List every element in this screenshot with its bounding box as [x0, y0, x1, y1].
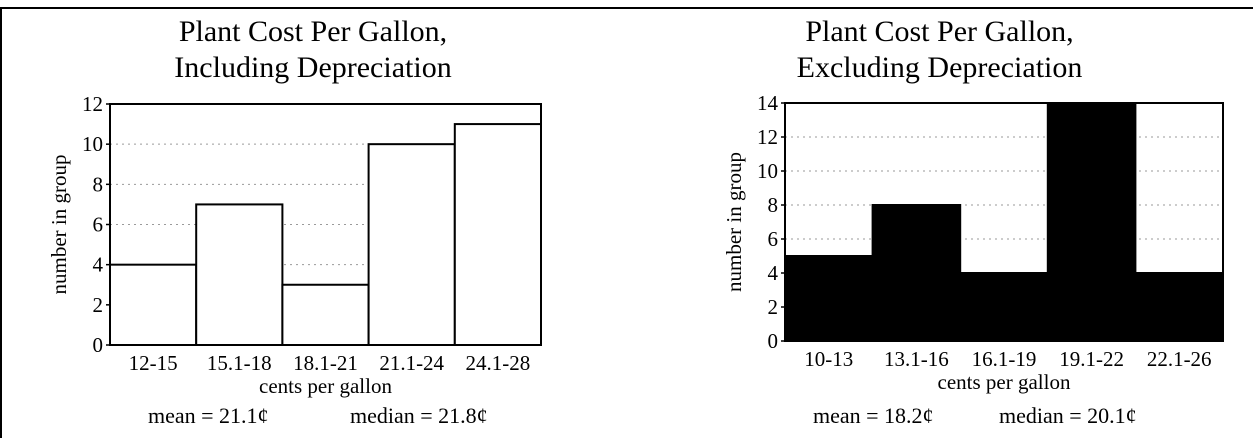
y-tick-label: 12 — [757, 125, 778, 149]
bar-24.1-28 — [453, 123, 542, 347]
bar-21.1-24 — [367, 143, 456, 346]
x-tick-label: 12-15 — [129, 351, 178, 375]
chart-title-line2: Excluding Depreciation — [796, 51, 1083, 84]
chart-title-line2: Including Depreciation — [174, 51, 452, 84]
bar-18.1-21 — [281, 283, 370, 346]
x-tick-label: 10-13 — [804, 347, 853, 371]
y-tick-label: 2 — [93, 293, 104, 317]
y-tick-label: 8 — [93, 172, 104, 196]
y-tick-label: 2 — [768, 295, 779, 319]
plot-area-frame — [784, 102, 1224, 342]
median-text: median = 20.1¢ — [999, 403, 1137, 428]
y-tick-label: 0 — [768, 329, 779, 353]
y-tick-label: 6 — [768, 227, 779, 251]
bar-10-13 — [784, 255, 874, 342]
y-tick-label: 6 — [93, 213, 104, 237]
x-tick-label: 15.1-18 — [207, 351, 272, 375]
y-tick-label: 4 — [768, 261, 779, 285]
y-tick-label: 14 — [757, 91, 779, 115]
y-axis-label: number in group — [722, 152, 746, 292]
chart-panel-including-depreciation: Plant Cost Per Gallon, Including Depreci… — [0, 0, 626, 438]
y-tick-label: 4 — [93, 253, 104, 277]
x-tick-label: 24.1-28 — [466, 351, 531, 375]
x-tick-label: 19.1-22 — [1059, 347, 1124, 371]
bar-chart-including-depreciation: 0 2 4 6 8 10 12 12-15 15.1-18 18.1-21 21.1-24 24.1-… — [47, 92, 542, 398]
x-tick-label: 21.1-24 — [379, 351, 444, 375]
bar-15.1-18 — [195, 203, 284, 346]
figure-frame — [0, 7, 1253, 438]
y-tick-label: 12 — [82, 92, 103, 116]
bar-19.1-22 — [1046, 102, 1137, 342]
y-tick-label: 0 — [93, 333, 104, 357]
y-tick-label: 10 — [82, 132, 103, 156]
bar-16.1-19 — [959, 272, 1049, 342]
x-tick-label: 18.1-21 — [293, 351, 358, 375]
x-tick-label: 22.1-26 — [1147, 347, 1212, 371]
x-axis-label: cents per gallon — [259, 374, 392, 398]
bar-13.1-16 — [871, 204, 962, 342]
bar-22.1-26 — [1134, 272, 1224, 342]
chart-title-line1: Plant Cost Per Gallon, — [805, 15, 1074, 48]
chart-title-line1: Plant Cost Per Gallon, — [178, 15, 448, 48]
chart-panel-excluding-depreciation: Plant Cost Per Gallon, Excluding Depreci… — [626, 0, 1253, 438]
median-text: median = 21.8¢ — [350, 403, 488, 428]
mean-text: mean = 18.2¢ — [813, 403, 934, 428]
mean-text: mean = 21.1¢ — [148, 403, 269, 428]
x-axis-label: cents per gallon — [938, 370, 1071, 394]
x-tick-label: 13.1-16 — [884, 347, 949, 371]
y-axis-label: number in group — [47, 155, 71, 295]
bar-chart-excluding-depreciation: 0 2 4 6 8 10 12 14 10-13 13.1-16 16.1-19 19.1-22 22.… — [722, 91, 1224, 394]
y-tick-label: 8 — [768, 193, 779, 217]
bar-12-15 — [109, 263, 198, 346]
y-tick-label: 10 — [757, 159, 778, 183]
x-tick-label: 16.1-19 — [972, 347, 1037, 371]
